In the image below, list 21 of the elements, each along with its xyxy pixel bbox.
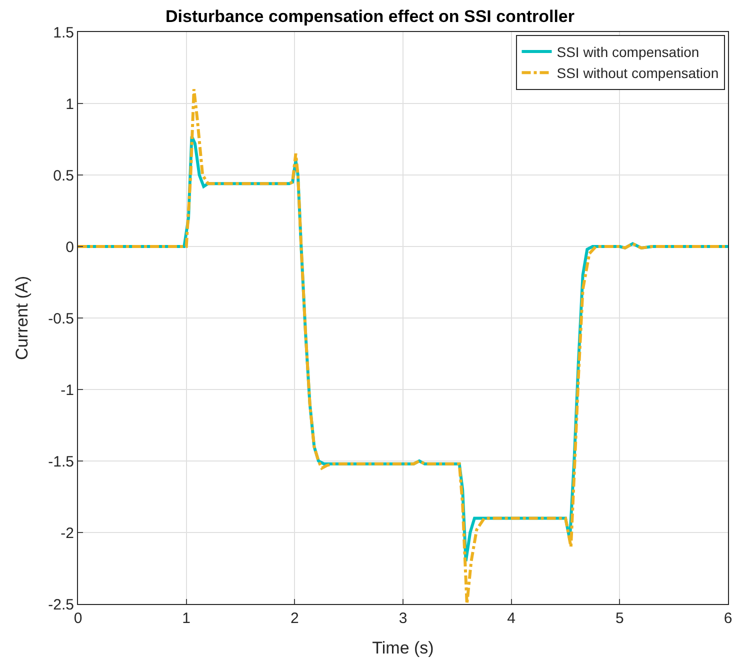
y-axis-title: Current (A) [12, 276, 32, 360]
y-tick-label: -0.5 [48, 310, 74, 328]
legend-label: SSI with compensation [556, 44, 700, 60]
y-tick-label: -2.5 [48, 596, 74, 614]
x-tick-label: 4 [507, 610, 516, 627]
x-tick-label: 2 [290, 610, 299, 627]
y-tick-label: 1 [66, 96, 74, 113]
x-tick-label: 3 [398, 610, 408, 627]
y-tick-label: -1.5 [48, 453, 74, 470]
line-series [78, 88, 728, 604]
y-tick-label: -2 [60, 524, 74, 542]
legend-label: SSI without compensation [556, 65, 719, 82]
chart-title: Disturbance compensation effect on SSI controller [165, 6, 575, 26]
y-tick-label: 0.5 [53, 167, 74, 184]
x-axis-title: Time (s) [372, 638, 434, 658]
x-tick-label: 5 [616, 610, 624, 627]
x-tick-label: 1 [182, 610, 190, 627]
y-tick-label: -1 [60, 382, 74, 399]
y-tick-label: 0 [66, 238, 74, 256]
x-tick-label: 6 [724, 610, 732, 627]
y-tick-label: 1.5 [53, 24, 74, 42]
